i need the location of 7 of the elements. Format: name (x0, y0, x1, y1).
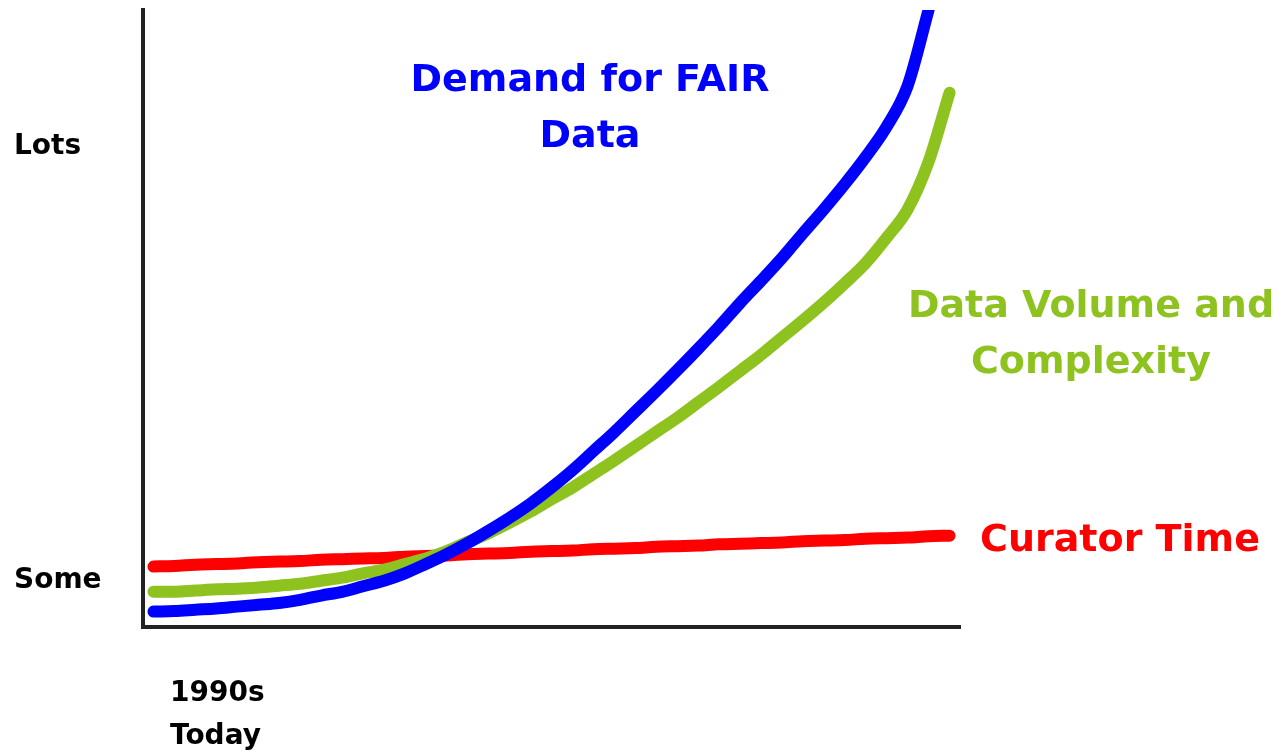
text: Lots (14, 128, 82, 161)
series-label: Curator Time (979, 515, 1261, 562)
series-label: Demand for FAIR Data (409, 55, 771, 158)
series-label: Data Volume and Complexity (906, 281, 1276, 384)
text: 1990s (170, 675, 265, 708)
text: Today (170, 718, 261, 751)
text: Some (14, 562, 102, 595)
